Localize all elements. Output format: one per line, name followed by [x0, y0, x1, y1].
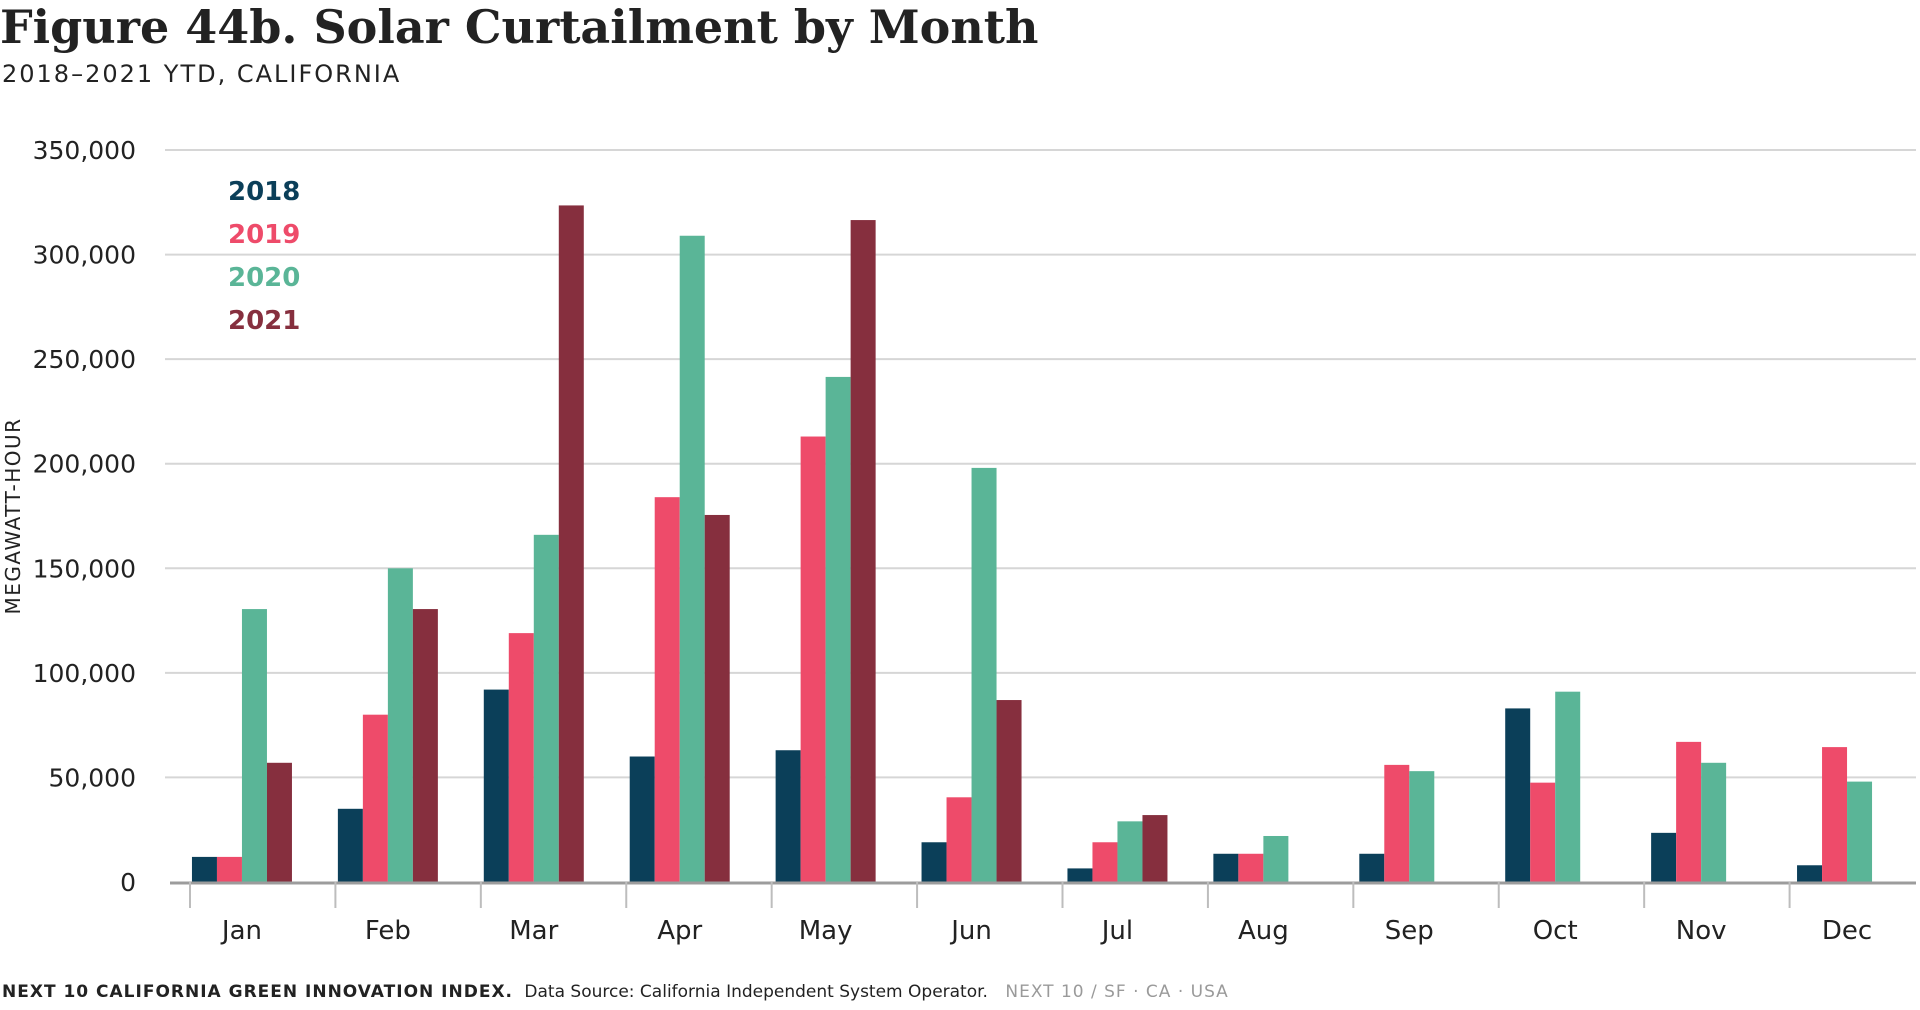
bar-2020-oct — [1555, 691, 1581, 882]
bar-2018-sep — [1359, 853, 1385, 882]
x-tick-label: Jan — [220, 916, 262, 946]
bar-2021-apr — [704, 514, 730, 882]
bar-2018-dec — [1797, 865, 1823, 882]
footer-brand: NEXT 10 / SF · CA · USA — [1005, 982, 1229, 1002]
bar-2019-apr — [654, 497, 680, 882]
bar-2018-feb — [337, 808, 363, 882]
bar-2019-jul — [1092, 842, 1118, 882]
bar-2018-mar — [483, 689, 509, 882]
bar-2020-dec — [1847, 781, 1873, 882]
bar-2020-mar — [533, 534, 559, 882]
bar-2020-jul — [1117, 821, 1143, 882]
footer: NEXT 10 CALIFORNIA GREEN INNOVATION INDE… — [2, 982, 1229, 1002]
bar-2020-sep — [1409, 771, 1435, 882]
y-tick-label: 250,000 — [33, 345, 136, 374]
bar-2019-dec — [1822, 747, 1848, 882]
bar-2020-jan — [241, 609, 267, 882]
legend-item-2019: 2019 — [228, 220, 300, 250]
legend-item-2021: 2021 — [228, 306, 300, 336]
y-axis-label: MEGAWATT-HOUR — [1, 417, 25, 614]
bar-2018-jul — [1067, 868, 1093, 882]
bar-2018-may — [775, 750, 801, 882]
bar-2020-aug — [1263, 835, 1289, 882]
bar-2019-mar — [508, 633, 534, 882]
x-tick-label: Mar — [509, 916, 558, 946]
bar-2019-sep — [1384, 764, 1410, 882]
y-tick-label: 300,000 — [33, 241, 136, 270]
x-tick-label: Apr — [657, 916, 702, 946]
bar-2018-nov — [1651, 832, 1677, 882]
bar-2019-nov — [1676, 741, 1702, 882]
bar-2020-feb — [387, 568, 413, 882]
bar-2018-aug — [1213, 853, 1239, 882]
bar-2021-jan — [266, 762, 292, 882]
x-tick-label: Dec — [1822, 916, 1872, 946]
bar-2019-oct — [1530, 782, 1556, 882]
x-tick-label: Nov — [1676, 916, 1727, 946]
bar-2019-may — [800, 436, 826, 882]
y-tick-label: 50,000 — [49, 763, 136, 792]
x-tick-label: Oct — [1533, 916, 1578, 946]
y-tick-label: 150,000 — [33, 554, 136, 583]
x-tick-label: Feb — [365, 916, 411, 946]
footer-org: NEXT 10 CALIFORNIA GREEN INNOVATION INDE… — [2, 982, 514, 1002]
bar-2019-jun — [946, 797, 972, 882]
bar-2018-jan — [191, 856, 217, 882]
x-tick-label: Sep — [1385, 916, 1434, 946]
bar-2021-jul — [1142, 815, 1168, 882]
chart-title: Figure 44b. Solar Curtailment by Month — [0, 0, 1039, 54]
x-tick-label: Jul — [1100, 916, 1133, 946]
bar-2019-feb — [362, 714, 388, 882]
bar-2020-jun — [971, 467, 997, 882]
bar-chart: 0 50,000 100,000 150,000 200,000 250,000 300,0… — [1, 136, 1916, 946]
y-tick-label: 350,000 — [33, 136, 136, 165]
bar-2019-jan — [216, 856, 242, 882]
bar-2021-mar — [558, 205, 584, 882]
bar-2020-apr — [679, 235, 705, 883]
x-tick-label: Jun — [949, 916, 992, 946]
chart-subtitle: 2018–2021 YTD, CALIFORNIA — [2, 60, 402, 88]
y-tick-label: 0 — [120, 868, 136, 897]
bar-2018-jun — [921, 842, 947, 882]
footer-source: Data Source: California Independent Syst… — [524, 982, 988, 1002]
legend-item-2018: 2018 — [228, 177, 300, 207]
x-tick-label: May — [799, 916, 853, 946]
bar-2019-aug — [1238, 853, 1264, 882]
bar-2020-may — [825, 376, 851, 882]
bar-2021-jun — [996, 700, 1022, 882]
bar-2018-oct — [1505, 708, 1531, 882]
legend-item-2020: 2020 — [228, 263, 300, 293]
y-tick-label: 200,000 — [33, 450, 136, 479]
bar-2021-may — [850, 220, 876, 882]
bar-2018-apr — [629, 756, 655, 882]
y-tick-label: 100,000 — [33, 659, 136, 688]
x-tick-label: Aug — [1238, 916, 1289, 946]
bar-2020-nov — [1701, 762, 1727, 882]
bar-2021-feb — [412, 609, 438, 882]
